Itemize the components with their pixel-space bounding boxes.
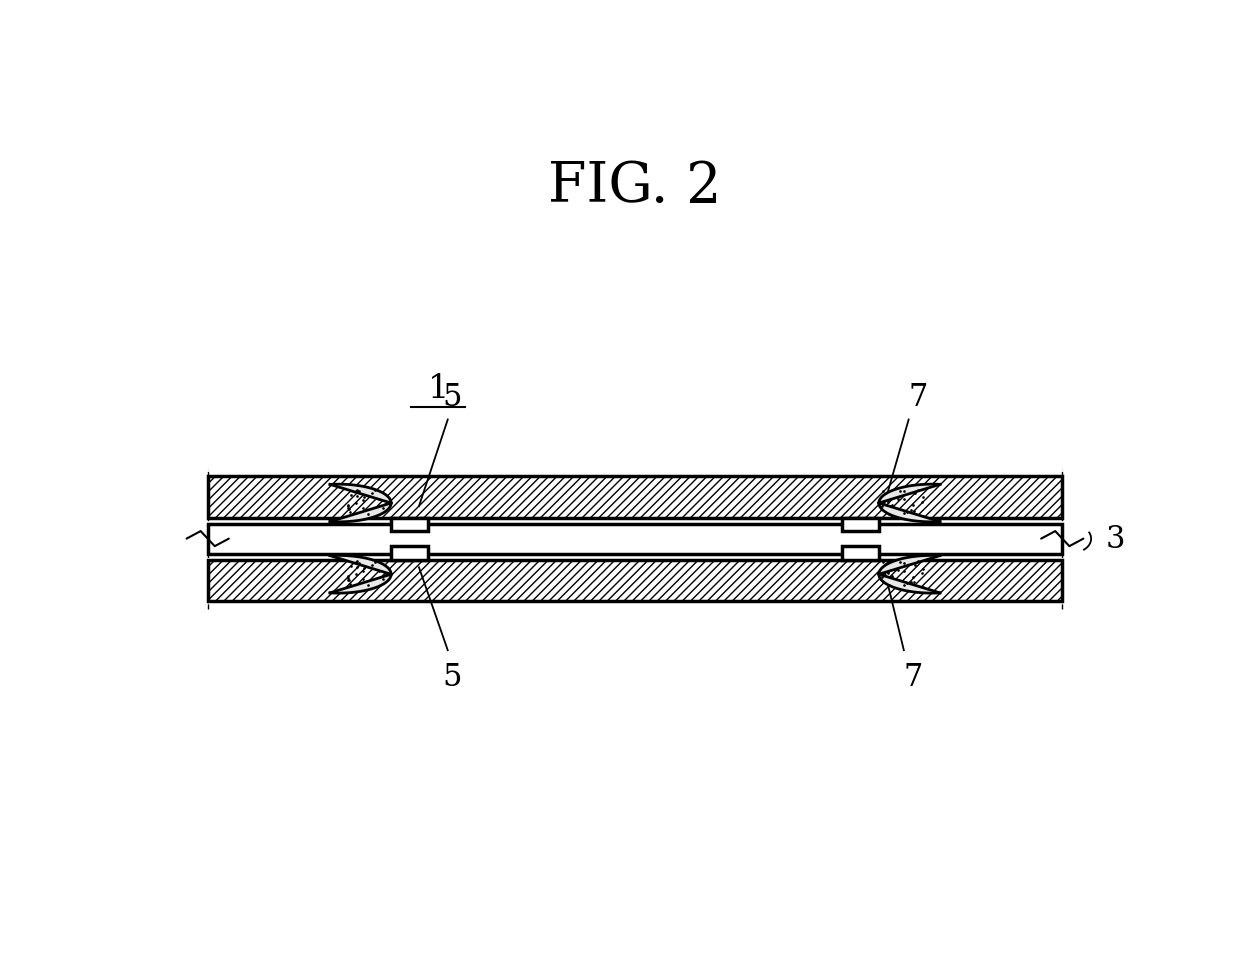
Bar (392, 547, 427, 560)
Bar (392, 518, 427, 532)
Bar (843, 547, 878, 560)
Text: 5: 5 (442, 662, 462, 692)
Bar (208, 476, 1062, 518)
Text: 5: 5 (442, 381, 462, 413)
Text: FIG. 2: FIG. 2 (548, 158, 722, 213)
Bar (208, 524, 1062, 555)
Bar (208, 560, 1062, 601)
Text: 7: 7 (903, 662, 923, 692)
Bar (843, 547, 878, 560)
Text: 3: 3 (1105, 523, 1125, 555)
Polygon shape (330, 556, 392, 594)
Text: 1: 1 (427, 373, 449, 405)
Polygon shape (330, 485, 392, 522)
Bar (392, 518, 427, 532)
Bar (392, 547, 427, 560)
Polygon shape (878, 556, 940, 594)
Bar (843, 518, 878, 532)
Text: 7: 7 (908, 381, 928, 413)
Polygon shape (878, 485, 940, 522)
Bar (843, 518, 878, 532)
